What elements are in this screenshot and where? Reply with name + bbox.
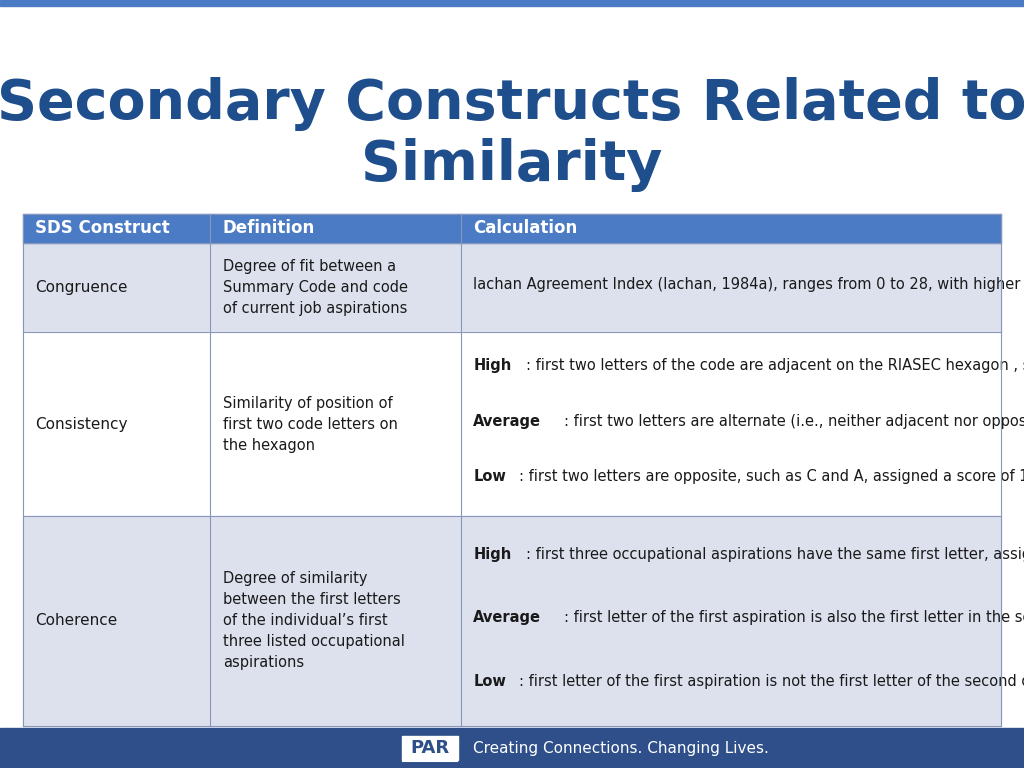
- Text: : first three occupational aspirations have the same first letter, assigned a sc: : first three occupational aspirations h…: [525, 547, 1024, 561]
- Text: PAR: PAR: [411, 739, 450, 757]
- Bar: [23, 333, 1001, 516]
- Text: Iachan Agreement Index (Iachan, 1984a), ranges from 0 to 28, with higher scores : Iachan Agreement Index (Iachan, 1984a), …: [473, 277, 1024, 292]
- Text: Similarity: Similarity: [361, 138, 663, 192]
- Text: : first letter of the first aspiration is also the first letter in the second or: : first letter of the first aspiration i…: [564, 610, 1024, 625]
- Text: : first two letters of the code are adjacent on the RIASEC hexagon , such as R a: : first two letters of the code are adja…: [525, 359, 1024, 373]
- Text: Low: Low: [473, 469, 506, 485]
- Bar: [0, 728, 1024, 768]
- Text: Degree of similarity
between the first letters
of the individual’s first
three l: Degree of similarity between the first l…: [223, 571, 404, 670]
- Bar: [23, 243, 1001, 333]
- Text: Consistency: Consistency: [35, 417, 127, 432]
- Bar: [401, 736, 458, 760]
- Text: Low: Low: [473, 674, 506, 689]
- Text: High: High: [473, 547, 512, 561]
- Text: Average: Average: [473, 414, 542, 429]
- Text: Creating Connections. Changing Lives.: Creating Connections. Changing Lives.: [473, 740, 769, 756]
- Bar: [23, 214, 1001, 243]
- Bar: [23, 516, 1001, 726]
- Text: Secondary Constructs Related to: Secondary Constructs Related to: [0, 77, 1024, 131]
- Bar: [0, 0, 1024, 6]
- Text: Degree of fit between a
Summary Code and code
of current job aspirations: Degree of fit between a Summary Code and…: [223, 260, 408, 316]
- Text: : first two letters are alternate (i.e., neither adjacent nor opposite), such as: : first two letters are alternate (i.e.,…: [564, 414, 1024, 429]
- Text: : first letter of the first aspiration is not the first letter of the second or : : first letter of the first aspiration i…: [519, 674, 1024, 689]
- Text: : first two letters are opposite, such as C and A, assigned a score of 1: : first two letters are opposite, such a…: [519, 469, 1024, 485]
- Text: Definition: Definition: [223, 220, 315, 237]
- Text: Similarity of position of
first two code letters on
the hexagon: Similarity of position of first two code…: [223, 396, 397, 452]
- Text: Average: Average: [473, 610, 542, 625]
- Text: Coherence: Coherence: [35, 614, 117, 628]
- Text: Congruence: Congruence: [35, 280, 127, 296]
- Text: High: High: [473, 359, 512, 373]
- Text: Calculation: Calculation: [473, 220, 578, 237]
- Text: SDS Construct: SDS Construct: [35, 220, 170, 237]
